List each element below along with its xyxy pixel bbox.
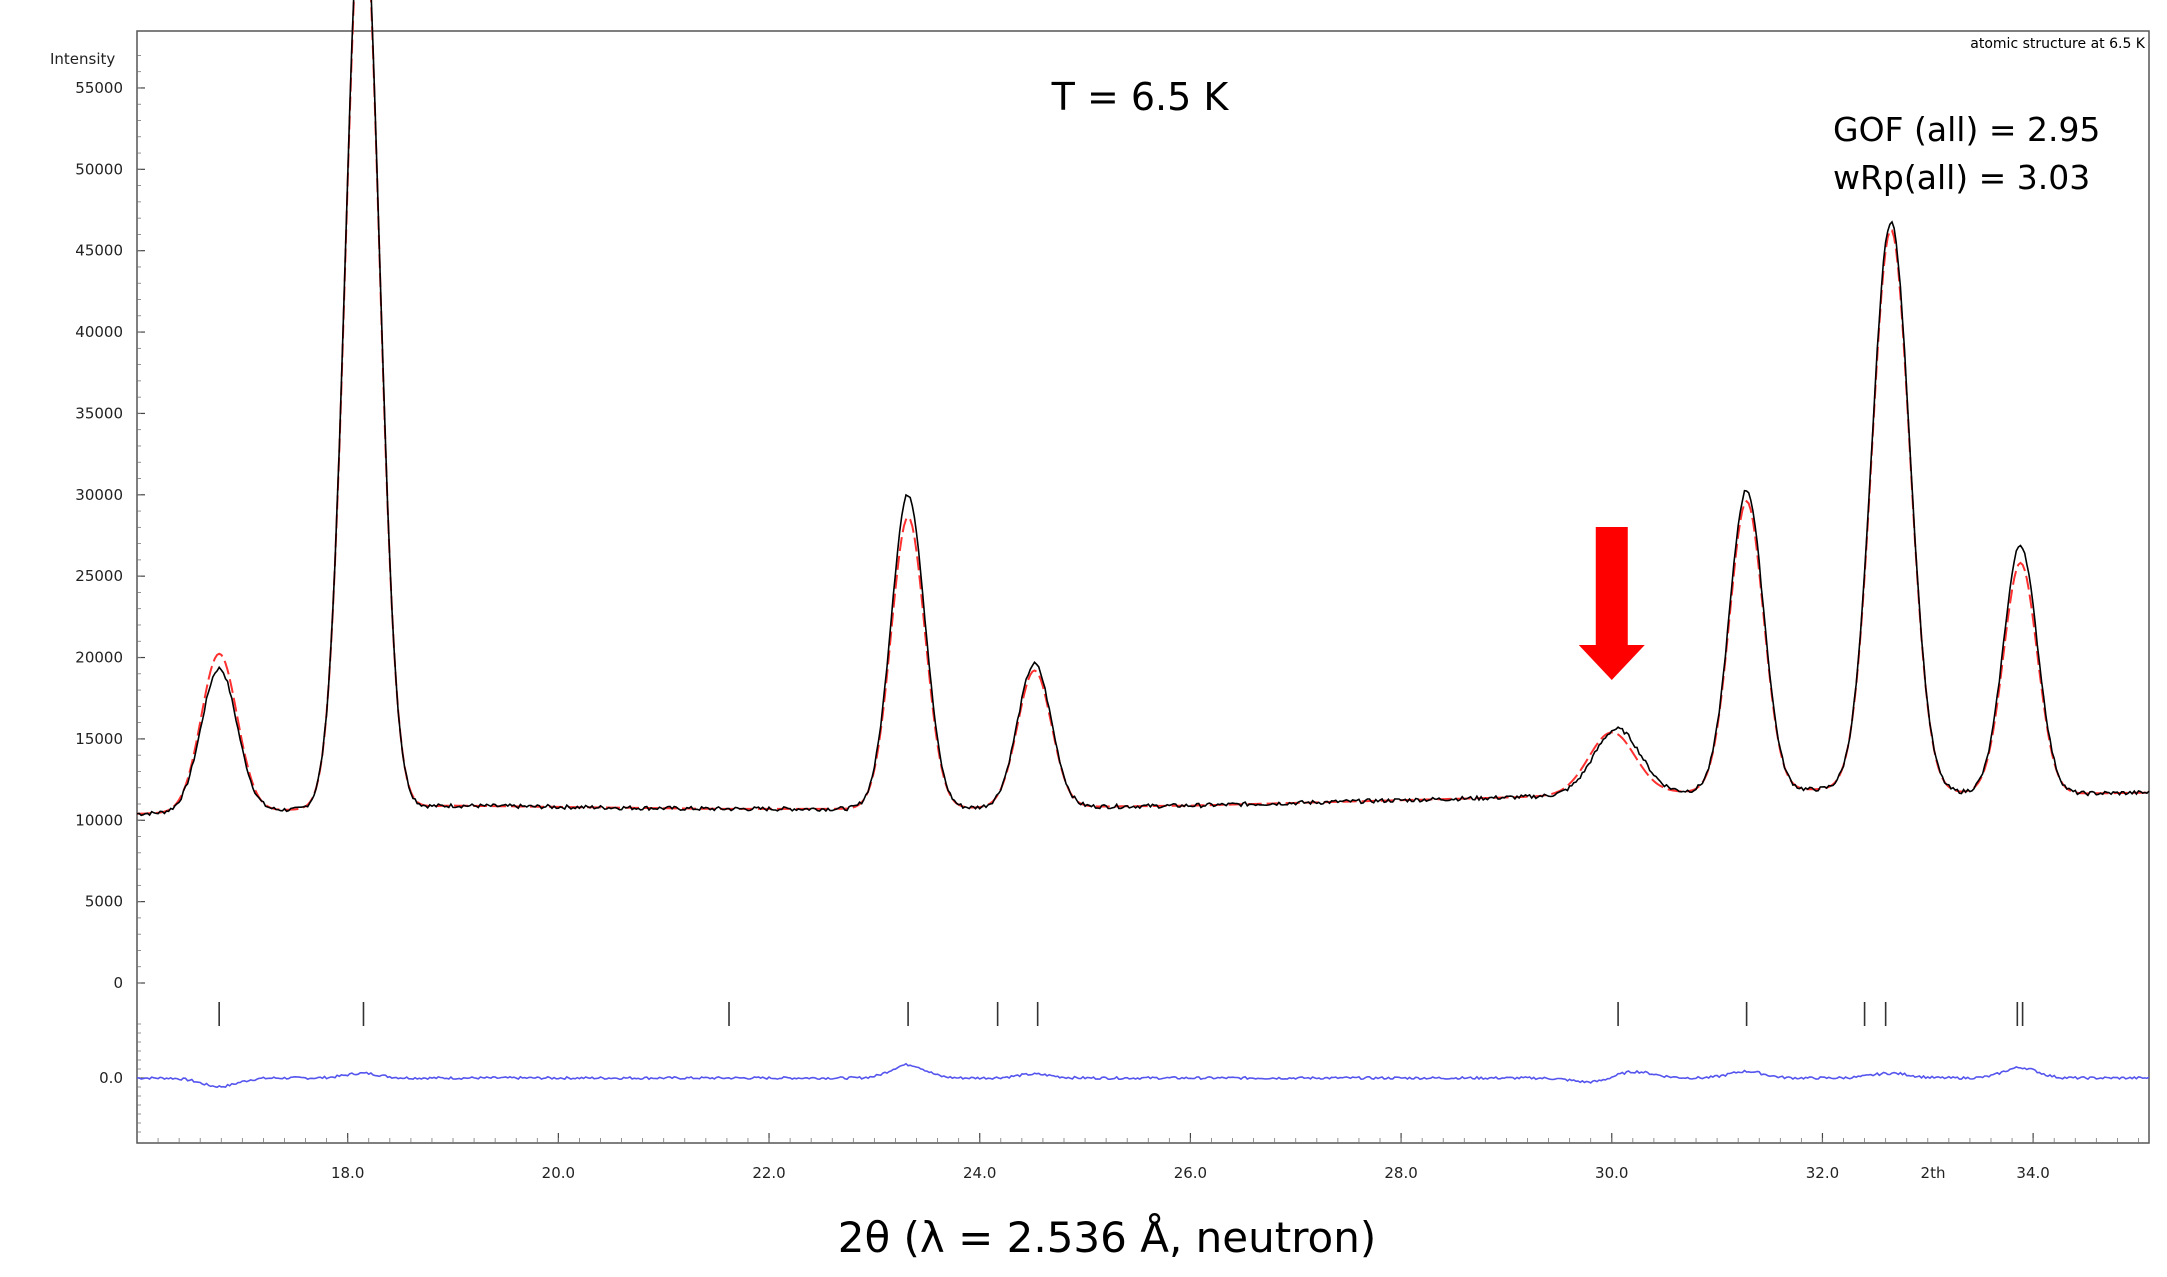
plot-frame: [136, 30, 2150, 1144]
y-tick-label: 35000: [75, 404, 123, 422]
chart-title: atomic structure at 6.5 K: [1970, 36, 2146, 52]
y-tick-label: 40000: [75, 323, 123, 341]
y-axis: 0 5000 10000 15000 20000 25000 30000 35000 40000…: [75, 55, 145, 1133]
difference-curve-line: [136, 1062, 2150, 1089]
y-tick-label: 10000: [75, 811, 123, 829]
temperature-annotation: T = 6.5 K: [1051, 75, 1230, 119]
x-tick-label: 34.0: [2016, 1164, 2049, 1182]
x-unit-label: 2th: [1921, 1164, 1946, 1182]
x-tick-label: 32.0: [1806, 1164, 1839, 1182]
reflection-ticks: [218, 1002, 2024, 1026]
y-tick-label: 55000: [75, 79, 123, 97]
arrow-shaft: [1595, 527, 1628, 645]
y-tick-label: 20000: [75, 649, 123, 667]
x-tick-label: 18.0: [331, 1164, 364, 1182]
x-tick-label: 24.0: [963, 1164, 996, 1182]
diff-zero-label: 0.0: [99, 1069, 123, 1087]
arrow-head: [1578, 645, 1645, 680]
x-tick-label: 30.0: [1595, 1164, 1628, 1182]
wrp-annotation: wRp(all) = 3.03: [1833, 158, 2090, 197]
y-tick-label: 45000: [75, 242, 123, 260]
observed-pattern-line: [136, 0, 2150, 817]
x-tick-label: 26.0: [1174, 1164, 1207, 1182]
y-tick-label: 25000: [75, 567, 123, 585]
x-axis-label: 2θ (λ = 2.536 Å, neutron): [838, 1212, 1377, 1262]
gof-annotation: GOF (all) = 2.95: [1833, 110, 2100, 149]
x-tick-label: 22.0: [752, 1164, 785, 1182]
x-tick-label: 28.0: [1384, 1164, 1417, 1182]
y-axis-label: Intensity: [50, 50, 115, 68]
y-tick-label: 0: [113, 974, 123, 992]
y-tick-label: 5000: [85, 893, 123, 911]
y-tick-label: 30000: [75, 486, 123, 504]
y-tick-label: 50000: [75, 160, 123, 178]
x-axis: 18.0 20.0 22.0 24.0 26.0 28.0 30.0 32.0 34.0: [157, 1133, 2139, 1182]
red-arrow-marker: [1578, 527, 1645, 680]
x-tick-label: 20.0: [542, 1164, 575, 1182]
y-tick-label: 15000: [75, 730, 123, 748]
